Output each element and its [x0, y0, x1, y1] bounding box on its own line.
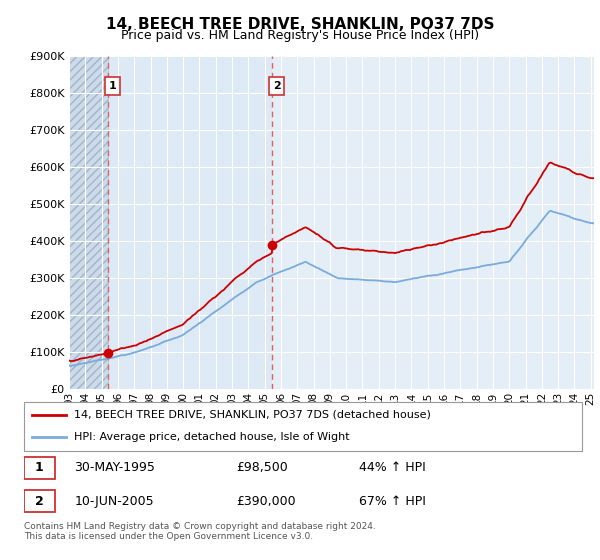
FancyBboxPatch shape	[24, 402, 582, 451]
Text: 1: 1	[35, 461, 44, 474]
Text: 14, BEECH TREE DRIVE, SHANKLIN, PO37 7DS (detached house): 14, BEECH TREE DRIVE, SHANKLIN, PO37 7DS…	[74, 410, 431, 420]
Text: Contains HM Land Registry data © Crown copyright and database right 2024.
This d: Contains HM Land Registry data © Crown c…	[24, 522, 376, 542]
Bar	[69, 56, 108, 389]
Text: Price paid vs. HM Land Registry's House Price Index (HPI): Price paid vs. HM Land Registry's House …	[121, 29, 479, 42]
Text: 67% ↑ HPI: 67% ↑ HPI	[359, 494, 425, 508]
Text: 2: 2	[35, 494, 44, 508]
Text: £98,500: £98,500	[236, 461, 288, 474]
Text: HPI: Average price, detached house, Isle of Wight: HPI: Average price, detached house, Isle…	[74, 432, 350, 442]
Text: £390,000: £390,000	[236, 494, 296, 508]
Text: 1: 1	[109, 81, 116, 91]
Text: 44% ↑ HPI: 44% ↑ HPI	[359, 461, 425, 474]
Text: 30-MAY-1995: 30-MAY-1995	[74, 461, 155, 474]
FancyBboxPatch shape	[24, 457, 55, 479]
Bar	[69, 56, 108, 389]
Text: 14, BEECH TREE DRIVE, SHANKLIN, PO37 7DS: 14, BEECH TREE DRIVE, SHANKLIN, PO37 7DS	[106, 17, 494, 32]
Text: 10-JUN-2005: 10-JUN-2005	[74, 494, 154, 508]
Bar	[108, 56, 272, 389]
FancyBboxPatch shape	[24, 491, 55, 512]
Text: 2: 2	[273, 81, 281, 91]
Bar	[272, 56, 594, 389]
